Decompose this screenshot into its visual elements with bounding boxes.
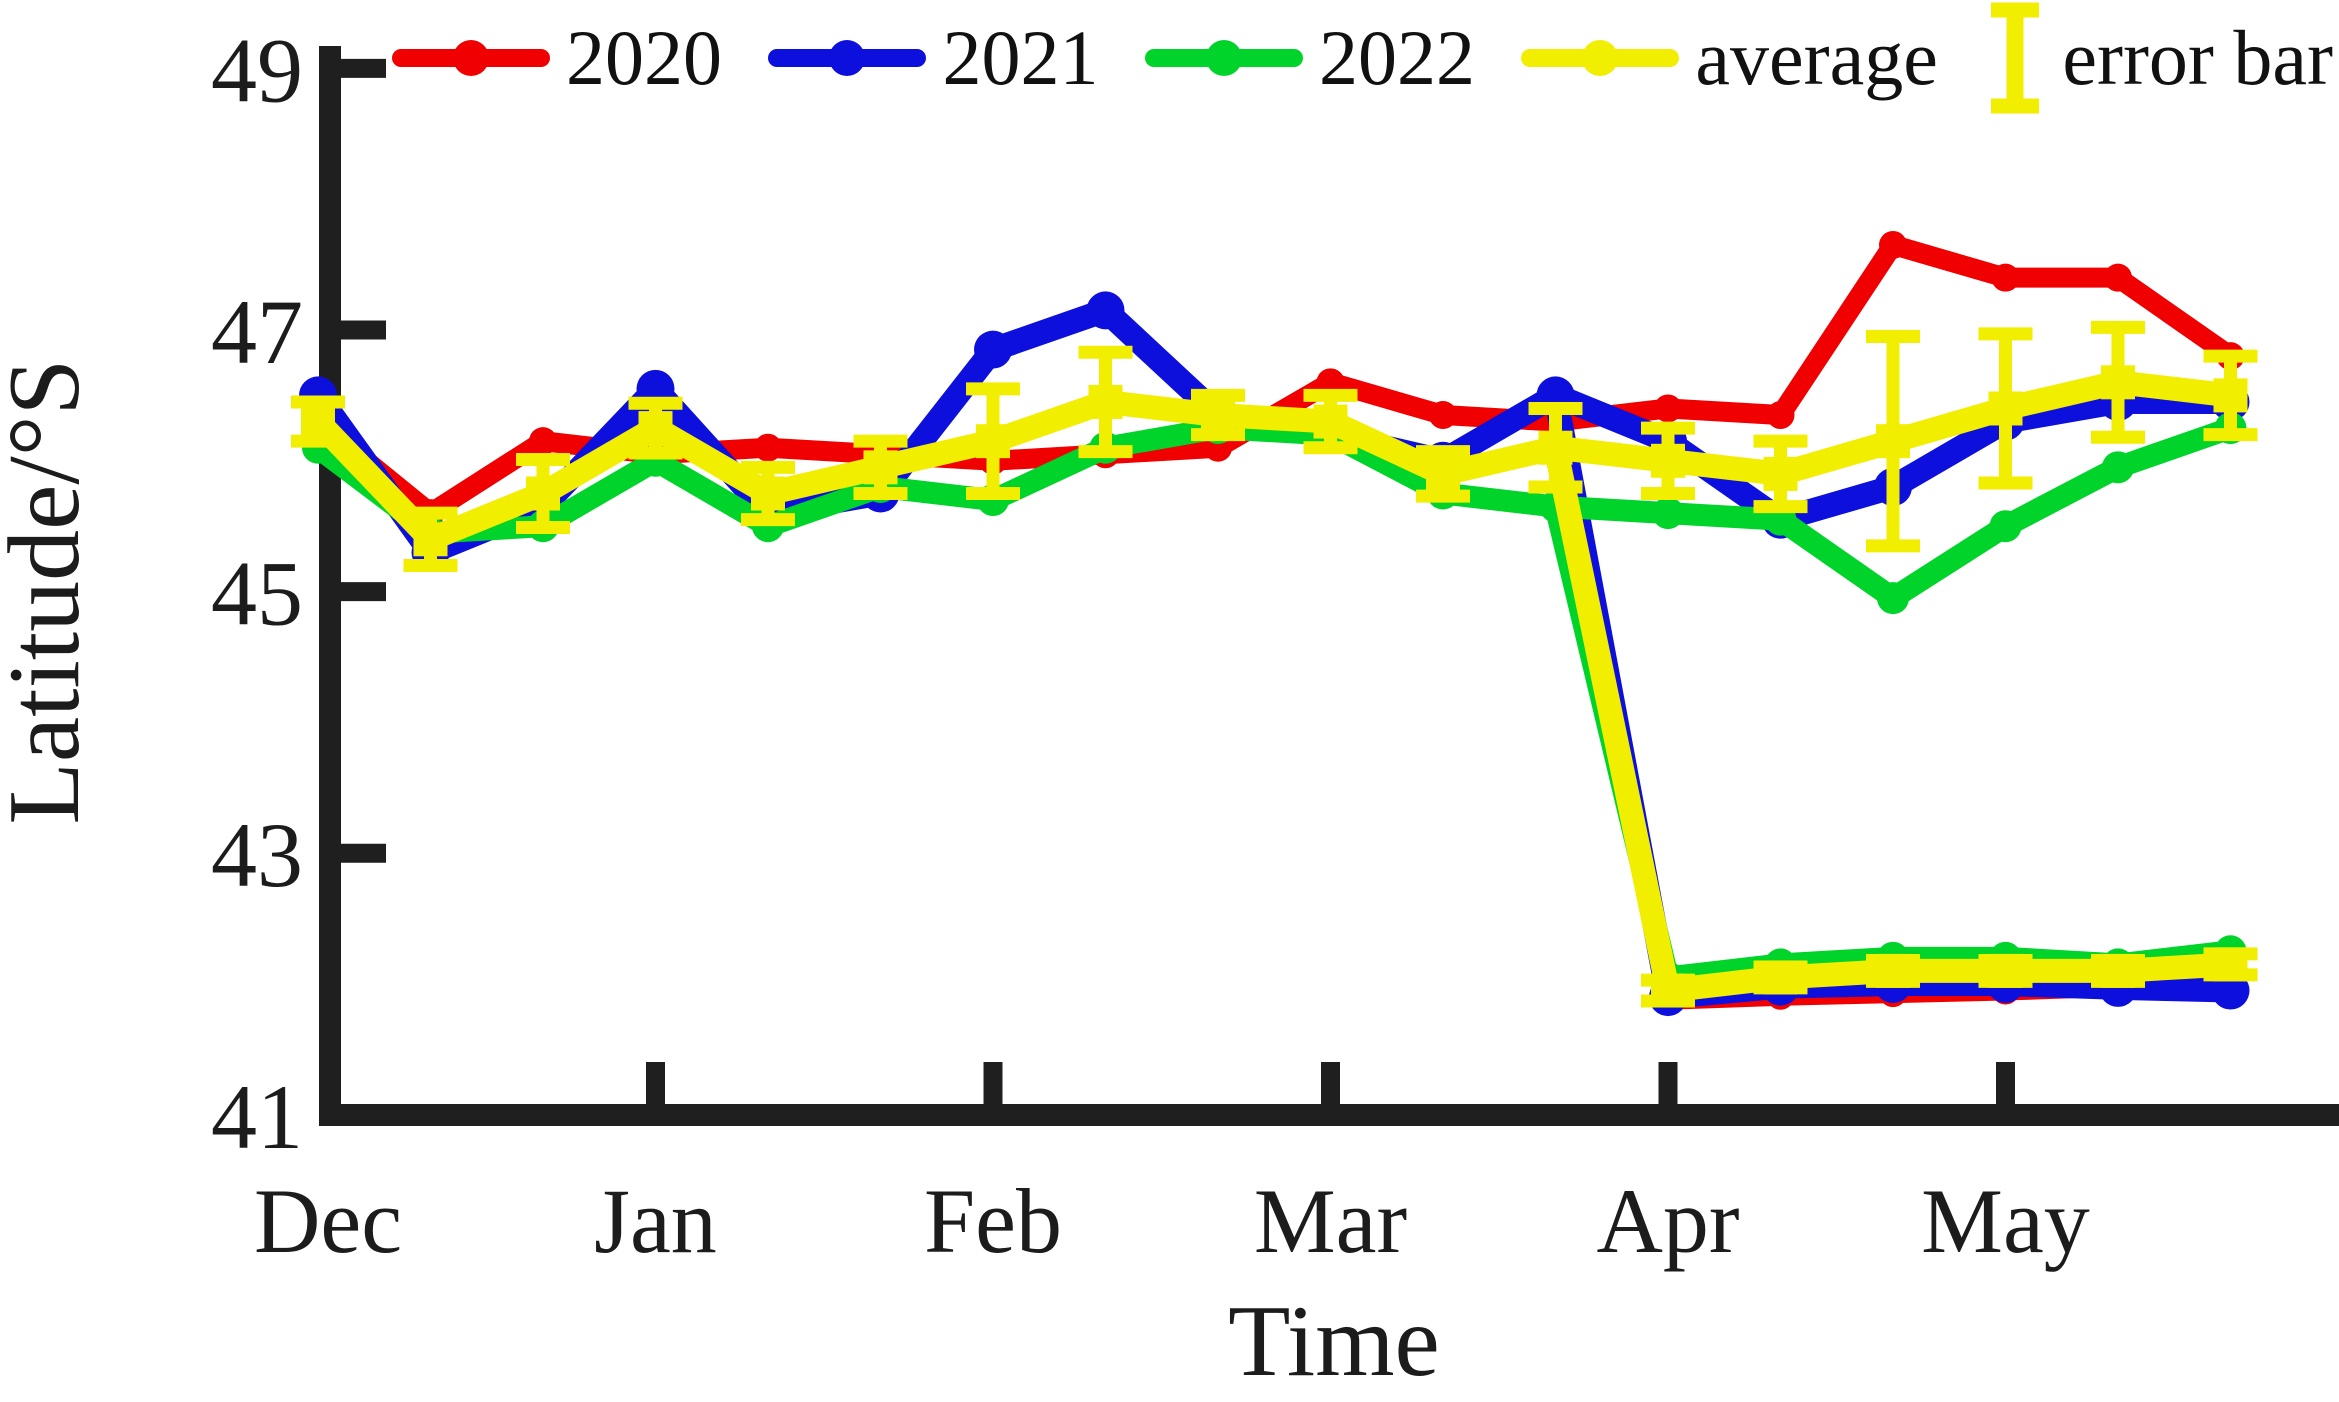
y-tick-label: 41: [211, 1066, 303, 1168]
legend-item-2020: 2020: [392, 19, 722, 97]
x-tick-label: Apr: [1596, 1170, 1739, 1272]
marker-2022: [1652, 497, 1684, 530]
legend-marker-2022-icon: [1205, 40, 1242, 76]
marker-2020: [1879, 230, 1907, 259]
marker-average: [526, 476, 560, 511]
marker-2020: [1991, 263, 2020, 292]
marker-2020: [529, 427, 557, 456]
x-tick-label: Mar: [1254, 1170, 1407, 1272]
legend-label-error-bar: error bar: [2062, 14, 2333, 101]
legend-label-average: average: [1695, 14, 1938, 101]
legend-label-2020: 2020: [566, 14, 722, 101]
marker-2022: [1877, 582, 1909, 615]
marker-average: [863, 450, 898, 485]
marker-2022: [2102, 451, 2134, 484]
marker-average: [638, 411, 673, 446]
marker-average: [1876, 953, 1910, 988]
legend-label-2021: 2021: [942, 14, 1099, 101]
x-tick-label: Dec: [254, 1170, 402, 1272]
marker-2021: [974, 330, 1012, 369]
x-tick-label: May: [1921, 1170, 2090, 1272]
marker-average: [2101, 365, 2135, 400]
legend-marker-2021-icon: [829, 40, 866, 76]
legend-marker-2020-icon: [453, 40, 489, 76]
legend-marker-average-icon: [1582, 40, 1619, 76]
series-line-2022: [307, 417, 2242, 610]
error-bar-icon: [1991, 2, 2040, 114]
marker-average: [1763, 456, 1798, 491]
legend-label-2022: 2022: [1318, 14, 1475, 101]
legend-item-2021: 2021: [768, 19, 1098, 97]
legend-line-2021-icon: [768, 40, 927, 76]
marker-2020: [1766, 401, 1795, 430]
marker-2020: [1429, 401, 1457, 430]
x-tick-label: Jan: [594, 1170, 717, 1272]
marker-average: [1651, 973, 1685, 1008]
marker-2020: [1654, 394, 1682, 423]
legend-line-2022-icon: [1144, 40, 1303, 76]
marker-average: [1088, 384, 1123, 419]
marker-average: [1763, 960, 1798, 995]
marker-average: [1988, 953, 2023, 988]
marker-average: [1538, 430, 1573, 465]
marker-average: [1426, 456, 1460, 491]
legend-line-average-icon: [1521, 40, 1680, 76]
marker-2020: [754, 433, 782, 462]
marker-average: [751, 476, 785, 511]
marker-2022: [1989, 510, 2022, 543]
marker-average: [2213, 378, 2248, 413]
marker-average: [976, 424, 1010, 459]
chart-legend: 2020 2021 2022 average error bar: [392, 2, 2333, 114]
marker-2020: [2104, 263, 2132, 292]
marker-average: [1876, 424, 1910, 459]
marker-average: [1201, 398, 1235, 433]
series-line-2020: [308, 234, 2241, 524]
y-tick-label: 49: [211, 19, 303, 121]
marker-average: [1988, 391, 2023, 426]
marker-average: [301, 404, 335, 439]
marker-average: [1313, 404, 1348, 439]
y-axis-title: Latitude/°S: [0, 359, 101, 825]
x-axis-title: Time: [1228, 1285, 1440, 1398]
y-tick-label: 47: [211, 281, 303, 383]
y-tick-label: 45: [211, 543, 303, 645]
series-line-average: [306, 370, 2243, 552]
x-tick-label: Feb: [924, 1170, 1062, 1272]
legend-item-error-bar: error bar: [1984, 0, 2333, 117]
legend-line-2020-icon: [392, 40, 550, 76]
marker-average: [1651, 443, 1685, 478]
marker-average: [2101, 953, 2135, 988]
marker-average: [2213, 947, 2248, 982]
legend-item-2022: 2022: [1144, 14, 1475, 101]
marker-2021: [1086, 291, 1125, 330]
marker-average: [413, 522, 448, 557]
y-tick-label: 43: [211, 804, 303, 906]
legend-item-average: average: [1521, 14, 1938, 101]
